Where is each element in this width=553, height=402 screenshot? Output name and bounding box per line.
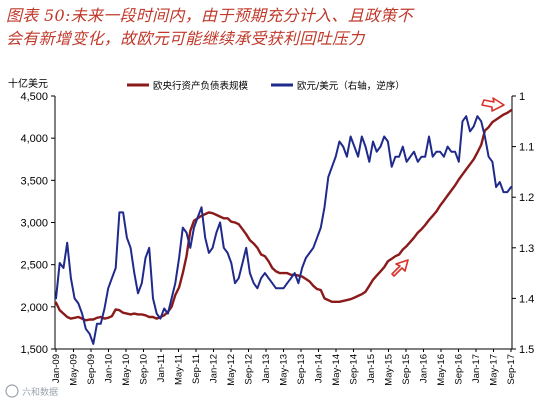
x-axis-ticks: Jan-09 May-09 Sep-09 Jan-10 May-10 Sep-10 Jan-…	[51, 349, 517, 386]
x-tick-label: May-10	[121, 354, 132, 386]
x-tick-label: Jan-09	[51, 354, 62, 383]
chart-title: 图表 50:未来一段时间内，由于预期充分计入、且政策不 会有新增变化，故欧元可能…	[6, 4, 551, 50]
arrow-right-icon	[481, 97, 505, 112]
left-tick-label: 3,000	[20, 218, 48, 230]
arrow-annotation-upright	[391, 259, 409, 277]
x-tick-label: May-12	[226, 354, 237, 386]
right-tick-label: 1.4	[519, 293, 534, 305]
x-tick-label: Jan-10	[104, 354, 115, 383]
x-tick-label: May-11	[174, 354, 185, 385]
title-line-1: 图表 50:未来一段时间内，由于预期充分计入、且政策不	[6, 6, 413, 25]
x-tick-label: Jan-12	[209, 354, 220, 383]
arrow-up-right-icon	[391, 259, 409, 277]
watermark-text: 六和数据	[22, 386, 58, 398]
series-group	[55, 109, 512, 345]
watermark: 六和数据	[5, 384, 58, 398]
left-tick-label: 3,500	[20, 175, 48, 187]
x-tick-label: May-09	[69, 354, 80, 386]
right-tick-label: 1	[519, 91, 525, 103]
left-tick-label: 4,000	[20, 133, 48, 145]
right-tick-label: 1.5	[519, 344, 534, 356]
legend-label-balance-sheet: 欧央行资产负债表规模	[153, 80, 249, 92]
x-tick-label: Sep-12	[244, 354, 255, 385]
x-tick-label: Jan-15	[366, 354, 377, 383]
x-tick-label: May-17	[489, 354, 500, 386]
x-tick-label: May-16	[436, 354, 447, 386]
axes	[54, 96, 513, 350]
series-line-balance-sheet	[55, 109, 512, 322]
watermark-logo-icon	[5, 384, 19, 398]
left-axis-unit-label: 十亿美元	[8, 77, 48, 90]
x-tick-label: Jan-11	[156, 354, 167, 382]
x-tick-label: Sep-10	[139, 354, 150, 385]
right-tick-label: 1.2	[519, 192, 534, 204]
x-tick-label: May-13	[279, 354, 290, 386]
x-tick-label: Jan-16	[419, 354, 430, 383]
title-line-2: 会有新增变化，故欧元可能继续承受获利回吐压力	[6, 29, 365, 48]
x-tick-label: Jan-17	[471, 354, 482, 383]
left-axis-ticks: 1,500 2,000 2,500 3,000 3,500 4,000 4,500	[20, 91, 55, 356]
right-tick-label: 1.1	[519, 142, 534, 154]
x-tick-label: Sep-15	[401, 354, 412, 385]
right-tick-label: 1.3	[519, 243, 534, 255]
right-axis-ticks: 1 1.1 1.2 1.3 1.4 1.5	[512, 91, 534, 356]
left-tick-label: 2,000	[20, 302, 48, 314]
x-tick-label: May-15	[384, 354, 395, 386]
left-tick-label: 2,500	[20, 260, 48, 272]
x-tick-label: Jan-13	[261, 354, 272, 383]
x-tick-label: Sep-17	[506, 354, 517, 385]
x-tick-label: May-14	[331, 354, 342, 386]
x-tick-label: Jan-14	[314, 354, 325, 383]
arrow-annotation-right	[481, 97, 505, 112]
x-tick-label: Sep-13	[296, 354, 307, 385]
x-tick-label: Sep-16	[454, 354, 465, 385]
series-line-eurusd	[55, 115, 512, 345]
x-tick-label: Sep-11	[191, 354, 202, 384]
left-tick-label: 4,500	[20, 91, 48, 103]
left-tick-label: 1,500	[20, 344, 48, 356]
x-tick-label: Sep-09	[86, 354, 97, 385]
legend-label-eurusd: 欧元/美元（右轴，逆序）	[297, 80, 405, 92]
x-tick-label: Sep-14	[349, 354, 360, 385]
legend: 欧央行资产负债表规模 欧元/美元（右轴，逆序）	[127, 80, 405, 92]
